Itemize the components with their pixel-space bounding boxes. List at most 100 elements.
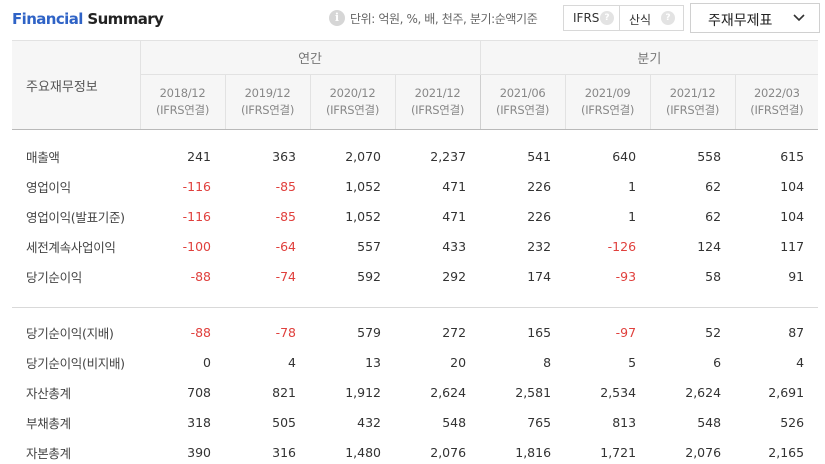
table-row: 자산총계 708 821 1,912 2,624 2,581 2,534 2,624 2,691 <box>12 378 818 408</box>
period-basis: (IFRS연결) <box>325 103 380 117</box>
period-date: 2021/06 <box>499 86 546 100</box>
financial-table-body: 매출액 241 363 2,070 2,237 541 640 558 615 영업이익 -116-… <box>12 130 819 464</box>
value-cell: 592 <box>357 269 381 284</box>
value-cell: -116 <box>182 209 211 224</box>
value-cell: -64 <box>275 239 296 254</box>
value-cell: 2,624 <box>430 385 467 400</box>
ifrs-label: IFRS <box>573 11 600 25</box>
row-label: 자본총계 <box>26 446 71 461</box>
value-cell: 526 <box>780 415 805 430</box>
value-cell: -116 <box>182 179 211 194</box>
value-cell: 20 <box>450 355 467 370</box>
value-cell: 765 <box>527 415 552 430</box>
value-cell: 1,480 <box>345 445 381 460</box>
table-row: 자본총계 390 316 1,480 2,076 1,816 1,721 2,076 2,165 <box>12 438 818 464</box>
value-cell: 2,165 <box>768 445 805 460</box>
row-group-gap-cell <box>12 292 818 308</box>
value-cell: 471 <box>442 179 467 194</box>
table-row: 당기순이익(지배) -88 -78 579 272 165 -97 52 87 <box>12 307 819 348</box>
value-cell: 2,076 <box>430 445 467 460</box>
value-cell: 1,052 <box>345 209 381 224</box>
value-cell: 471 <box>442 209 467 224</box>
period-basis: (IFRS연결) <box>411 103 465 117</box>
value-cell: 708 <box>187 385 211 400</box>
table-row: 당기순이익 -88 -74 592 292 174 -93 58 91 <box>12 262 818 292</box>
value-cell: 1 <box>628 209 637 224</box>
period-basis: (IFRS연결) <box>750 103 804 117</box>
value-cell: -78 <box>225 307 310 348</box>
value-cell: 1,721 <box>600 445 637 460</box>
value-cell: 2,624 <box>685 385 722 400</box>
value-cell: 557 <box>357 239 381 254</box>
row-header-label: 주요재무정보 <box>12 40 140 130</box>
period-date: 2020/12 <box>329 86 376 100</box>
value-cell: 433 <box>442 239 467 254</box>
period-date: 2018/12 <box>159 86 206 100</box>
ifrs-help-icon[interactable]: ? <box>600 11 614 25</box>
table-row: 매출액 241 363 2,070 2,237 541 640 558 615 <box>12 130 818 172</box>
value-cell: 0 <box>203 355 211 370</box>
value-cell: 318 <box>187 415 211 430</box>
period-date: 2021/09 <box>584 86 631 100</box>
value-cell: 91 <box>788 269 805 284</box>
ifrs-option[interactable]: IFRS ? <box>563 5 620 31</box>
info-icon[interactable]: i <box>329 10 345 26</box>
statement-type-value: 주재무제표 <box>708 13 773 29</box>
value-cell: 226 <box>527 209 552 224</box>
quarterly-group-header: 분기 <box>479 40 819 75</box>
value-cell: 165 <box>480 307 566 348</box>
statement-type-select[interactable]: 주재무제표 <box>690 3 820 33</box>
annual-group-header: 연간 <box>139 40 481 75</box>
table-row: 영업이익 -116 -85 1,052 471 226 1 62 104 <box>12 172 818 202</box>
row-label: 영업이익 <box>26 180 71 195</box>
value-cell: 52 <box>650 307 736 348</box>
period-header: 2018/12 (IFRS연결) <box>139 74 225 130</box>
value-cell: 2,076 <box>685 445 722 460</box>
value-cell: -88 <box>140 307 225 348</box>
period-basis: (IFRS연결) <box>581 103 635 117</box>
period-basis: (IFRS연결) <box>155 103 210 117</box>
period-basis: (IFRS연결) <box>496 103 550 117</box>
period-date: 2022/03 <box>753 86 800 100</box>
table-row: 부채총계 318 505 432 548 765 813 548 526 <box>12 408 818 438</box>
financial-summary-table-wrap: 주요재무정보 연간 분기 2018/12 (IFRS연결) 2019/12 (IFRS… <box>12 40 819 464</box>
period-header: 2019/12 (IFRS연결) <box>224 74 310 130</box>
formula-help-icon[interactable]: ? <box>661 11 675 25</box>
value-cell: 316 <box>272 445 296 460</box>
value-cell: 821 <box>272 385 296 400</box>
value-cell: 174 <box>527 269 552 284</box>
period-date: 2021/12 <box>669 86 716 100</box>
period-basis: (IFRS연결) <box>666 103 720 117</box>
row-label: 매출액 <box>26 150 60 166</box>
value-cell: 4 <box>796 355 805 370</box>
value-cell: 2,070 <box>345 149 381 165</box>
table-row: 영업이익(발표기준) -116 -85 1,052 471 226 1 62 104 <box>12 202 818 232</box>
value-cell: 117 <box>780 239 805 254</box>
period-header-row: 2018/12 (IFRS연결) 2019/12 (IFRS연결) 2020/12 (IF… <box>12 74 819 130</box>
value-cell: 272 <box>395 307 481 348</box>
row-label: 자산총계 <box>26 386 71 401</box>
value-cell: -93 <box>615 269 637 284</box>
row-label: 세전계속사업이익 <box>26 240 116 255</box>
period-header: 2021/09 (IFRS연결) <box>564 74 651 130</box>
value-cell: 124 <box>697 239 722 254</box>
value-cell: 241 <box>187 149 211 165</box>
value-cell: -88 <box>190 269 211 284</box>
value-cell: -74 <box>275 269 296 284</box>
value-cell: 2,237 <box>430 149 467 165</box>
value-cell: 640 <box>612 149 637 165</box>
value-cell: 1 <box>628 179 637 194</box>
period-header: 2021/12 (IFRS연결) <box>394 74 481 130</box>
value-cell: -126 <box>607 239 637 254</box>
value-cell: -85 <box>275 179 296 194</box>
value-cell: -97 <box>565 307 651 348</box>
financial-summary-header: Financial Summary i 단위: 억원, %, 배, 천주, 분기… <box>0 0 825 40</box>
value-cell: 1,912 <box>345 385 381 400</box>
value-cell: 1,052 <box>345 179 381 194</box>
table-row: 당기순이익(비지배) 0 4 13 20 8 5 6 4 <box>12 348 818 378</box>
row-label: 당기순이익(지배) <box>12 307 140 348</box>
formula-option[interactable]: 산식 ? <box>620 5 684 31</box>
value-cell: 432 <box>357 415 381 430</box>
value-cell: 62 <box>705 209 722 224</box>
value-cell: 579 <box>310 307 395 348</box>
